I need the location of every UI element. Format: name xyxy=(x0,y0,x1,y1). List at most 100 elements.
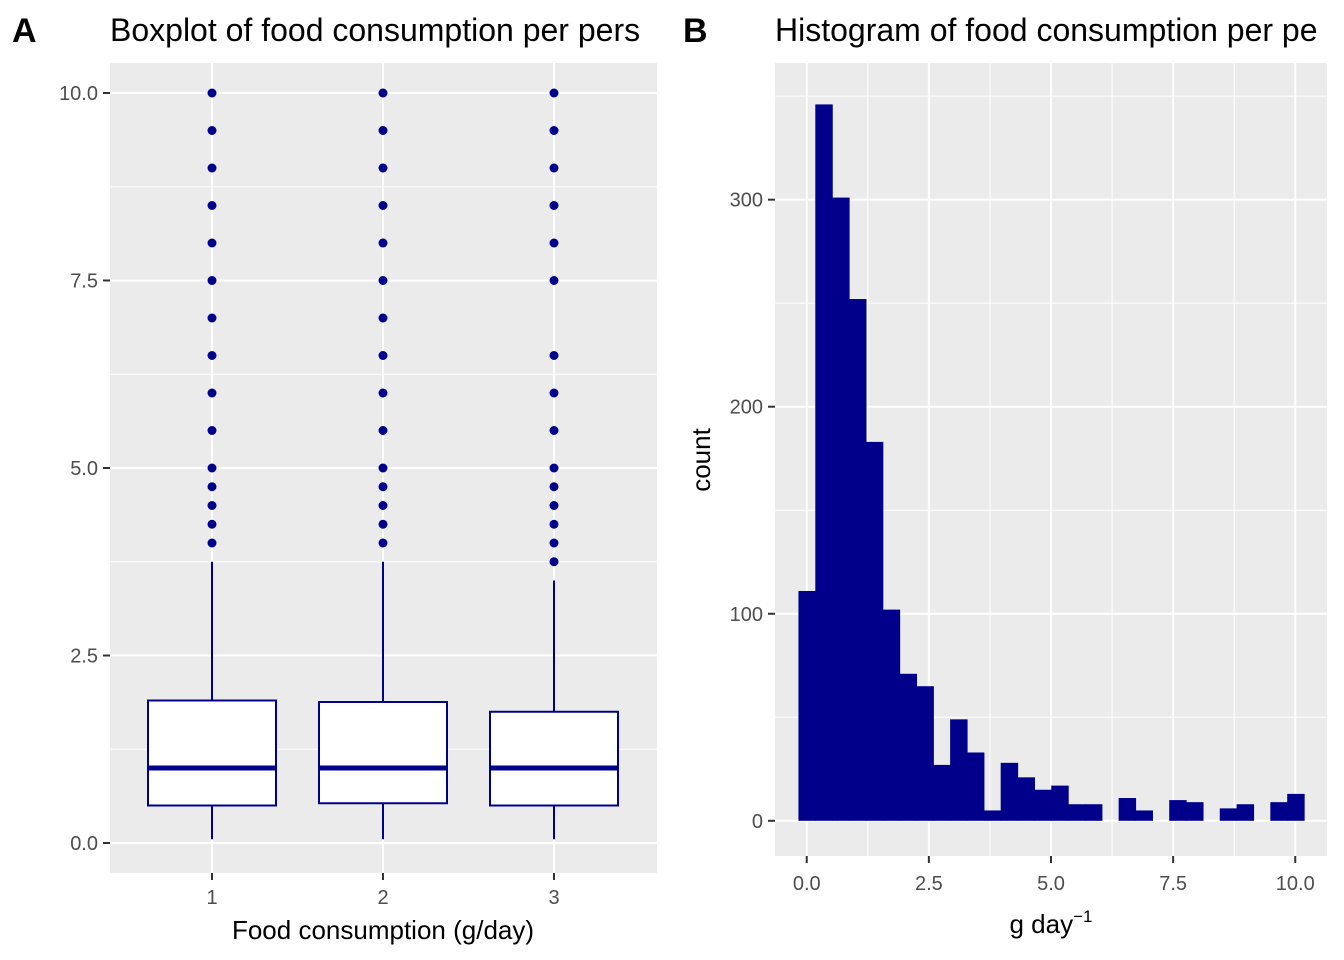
histogram-bar xyxy=(1169,800,1187,821)
box-outlier-point xyxy=(378,388,388,398)
box-outlier-point xyxy=(207,126,217,135)
box-outlier-point xyxy=(378,351,388,360)
histogram-y-axis-title: count xyxy=(686,427,716,491)
boxplot-title: Boxplot of food consumption per pers xyxy=(110,12,640,48)
histogram-bar xyxy=(899,673,918,821)
histogram-bar xyxy=(1034,789,1052,821)
box-outlier-point xyxy=(378,538,388,548)
box-outlier-point xyxy=(378,163,388,173)
box-outlier-point xyxy=(207,313,217,323)
x-tick-label: 7.5 xyxy=(1159,873,1187,895)
box-outlier-point xyxy=(207,463,217,473)
boxplot-x-axis-title: Food consumption (g/day) xyxy=(232,915,534,945)
box-outlier-point xyxy=(207,238,217,248)
box-outlier-point xyxy=(549,557,559,567)
y-tick-label: 10.0 xyxy=(59,83,98,105)
histogram-bar xyxy=(1186,802,1204,821)
histogram-bar xyxy=(1068,804,1086,821)
box-outlier-point xyxy=(378,313,388,323)
histogram-bar xyxy=(815,104,833,821)
box-outlier-point xyxy=(207,482,217,492)
histogram-bar xyxy=(1236,804,1255,821)
panel-tag-b: B xyxy=(683,12,708,50)
box-outlier-point xyxy=(378,482,388,492)
boxplot-y-ticks: 0.0 2.5 5.0 7.5 10.0 xyxy=(59,83,110,855)
x-tick-label: 5.0 xyxy=(1037,873,1065,895)
histogram-bar xyxy=(865,441,884,821)
box-outlier-point xyxy=(207,538,217,548)
box-outlier-point xyxy=(207,388,217,398)
y-tick-label: 7.5 xyxy=(70,271,98,293)
box-outlier-point xyxy=(378,276,388,285)
histogram-bar xyxy=(1219,808,1238,821)
x-tick-label: 2.5 xyxy=(915,873,943,895)
y-tick-label: 200 xyxy=(730,397,763,419)
box-outlier-point xyxy=(378,88,388,98)
histogram-bar xyxy=(1118,798,1137,821)
histogram-x-axis-title-main: g day xyxy=(1010,909,1074,939)
y-tick-label: 0 xyxy=(752,811,763,833)
histogram-y-ticks: 0 100 200 300 xyxy=(730,190,775,833)
box-outlier-point xyxy=(378,126,388,135)
histogram-bar xyxy=(966,752,985,821)
box-outlier-point xyxy=(549,388,559,398)
box-outlier-point xyxy=(549,426,559,435)
box-outlier-point xyxy=(378,426,388,435)
box-outlier-point xyxy=(207,426,217,435)
boxplot-marks xyxy=(147,88,619,840)
box-outlier-point xyxy=(549,238,559,248)
y-tick-label: 0.0 xyxy=(70,833,98,855)
box-outlier-point xyxy=(378,238,388,248)
y-tick-label: 100 xyxy=(730,604,763,626)
box-outlier-point xyxy=(378,501,388,510)
box-outlier-point xyxy=(549,88,559,98)
boxplot-x-ticks: 1 2 3 xyxy=(206,873,560,909)
box-outlier-point xyxy=(549,276,559,285)
x-tick-label: 0.0 xyxy=(793,873,821,895)
histogram-bar xyxy=(798,590,816,821)
y-tick-label: 300 xyxy=(730,190,763,212)
histogram-bar xyxy=(1135,810,1153,821)
box-outlier-point xyxy=(207,276,217,285)
box-outlier-point xyxy=(378,519,388,529)
box-outlier-point xyxy=(549,538,559,548)
histogram-bar xyxy=(882,609,901,821)
box-outlier-point xyxy=(549,163,559,173)
box-outlier-point xyxy=(549,201,559,210)
histogram-bars xyxy=(798,104,1305,821)
histogram-bar xyxy=(983,810,1002,821)
x-tick-label: 10.0 xyxy=(1276,873,1315,895)
box-outlier-point xyxy=(549,126,559,135)
y-tick-label: 5.0 xyxy=(70,458,98,480)
box-outlier-point xyxy=(549,519,559,529)
histogram-bar xyxy=(832,197,850,821)
box-outlier-point xyxy=(549,351,559,360)
histogram-bar xyxy=(849,299,867,821)
boxplot-panel: A Boxplot of food consumption per pers 0… xyxy=(12,12,657,945)
box-outlier-point xyxy=(207,501,217,510)
box-outlier-point xyxy=(378,463,388,473)
box-outlier-point xyxy=(549,501,559,510)
panel-tag-a: A xyxy=(12,12,37,50)
histogram-bar xyxy=(1270,802,1288,821)
histogram-bar xyxy=(1084,804,1103,821)
box-iqr xyxy=(489,710,619,807)
box-outlier-point xyxy=(549,463,559,473)
box-outlier-point xyxy=(207,201,217,210)
x-tick-label: 2 xyxy=(377,887,388,909)
box-outlier-point xyxy=(207,351,217,360)
histogram-bar xyxy=(1000,762,1019,821)
box-iqr xyxy=(147,699,277,807)
x-tick-label: 1 xyxy=(206,887,217,909)
box-outlier-point xyxy=(207,163,217,173)
histogram-x-ticks: 0.0 2.5 5.0 7.5 10.0 xyxy=(793,856,1315,895)
box-outlier-point xyxy=(207,519,217,529)
histogram-bar xyxy=(916,686,934,821)
histogram-x-axis-title-superscript: −1 xyxy=(1073,907,1092,926)
histogram-title: Histogram of food consumption per pe xyxy=(775,12,1318,48)
histogram-bar xyxy=(1287,793,1305,821)
histogram-bar xyxy=(1051,785,1069,821)
histogram-panel: B Histogram of food consumption per pe 0… xyxy=(683,12,1327,939)
box-outlier-point xyxy=(207,88,217,98)
